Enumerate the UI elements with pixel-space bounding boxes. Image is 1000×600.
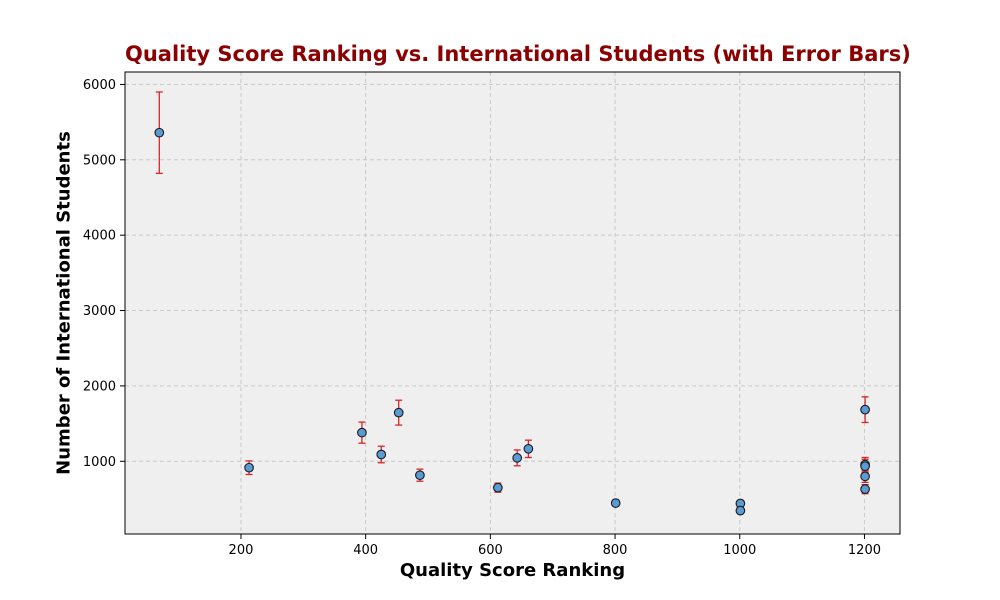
y-tick-label: 1000 <box>83 455 116 470</box>
chart-title: Quality Score Ranking vs. International … <box>125 42 911 66</box>
y-tick-label: 5000 <box>83 153 116 168</box>
x-tick-label: 400 <box>353 543 378 558</box>
x-axis-label: Quality Score Ranking <box>399 560 626 581</box>
axes: 200 400 600 800 1000 1200 1000 2000 3000 4000 5000… <box>83 78 881 558</box>
data-point <box>860 471 870 482</box>
grid-lines <box>125 72 900 534</box>
y-tick-label: 2000 <box>83 379 116 394</box>
data-point <box>735 505 746 516</box>
x-tick-label: 800 <box>603 543 628 558</box>
y-tick-label: 4000 <box>83 229 116 244</box>
plot-frame <box>124 71 901 535</box>
data-point <box>860 484 870 495</box>
data-point <box>860 404 870 415</box>
y-axis-label: Number of International Students <box>53 131 75 475</box>
data-point <box>393 407 404 418</box>
data-point <box>415 470 425 481</box>
data-point <box>154 127 165 138</box>
data-point <box>244 462 254 473</box>
x-tick-label: 200 <box>229 543 254 558</box>
data-point <box>523 443 534 454</box>
data-point <box>492 482 503 493</box>
x-tick-label: 1000 <box>723 543 756 558</box>
data-point <box>860 461 870 472</box>
data-point <box>610 498 621 508</box>
y-tick-label: 3000 <box>83 304 116 319</box>
data-points <box>154 127 870 516</box>
data-point <box>376 449 387 460</box>
x-tick-label: 1200 <box>848 543 881 558</box>
x-tick-label: 600 <box>478 543 503 558</box>
data-point <box>512 453 523 463</box>
data-point <box>357 427 367 438</box>
y-tick-label: 6000 <box>83 78 116 93</box>
